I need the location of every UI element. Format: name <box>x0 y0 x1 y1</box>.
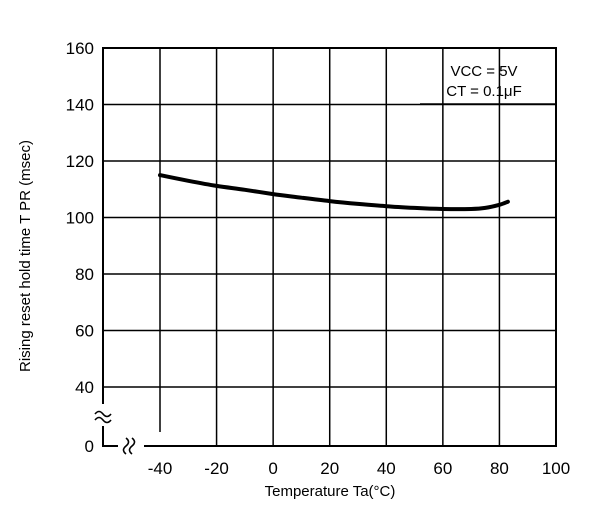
x-tick-label: 0 <box>268 459 277 478</box>
x-axis-break-mark <box>128 437 136 455</box>
series-group <box>158 173 510 212</box>
annotation-box: VCC = 5V CT = 0.1μF <box>420 63 556 105</box>
x-tick-label: 100 <box>542 459 570 478</box>
x-tick-label: 40 <box>377 459 396 478</box>
x-axis-break-mark <box>122 437 130 455</box>
x-tick-label: 60 <box>433 459 452 478</box>
y-axis-label: Rising reset hold time T PR (msec) <box>17 140 34 372</box>
x-tick-label: -20 <box>204 459 229 478</box>
y-tick-label: 60 <box>75 322 94 341</box>
y-tick-label: 80 <box>75 265 94 284</box>
y-axis-break-mark <box>94 416 112 424</box>
series-line <box>158 173 510 212</box>
annotation-line-2: CT = 0.1μF <box>446 83 521 100</box>
y-tick-label: 120 <box>66 152 94 171</box>
grid <box>103 48 556 446</box>
x-tick-label: 20 <box>320 459 339 478</box>
y-axis-break-mark <box>94 410 112 418</box>
x-tick-label: 80 <box>490 459 509 478</box>
y-tick-label: 0 <box>85 437 94 456</box>
y-tick-labels: 0 40 60 80 100 120 140 160 <box>66 39 94 456</box>
y-tick-label: 40 <box>75 378 94 397</box>
plot-border <box>102 47 557 447</box>
x-tick-label: -40 <box>148 459 173 478</box>
x-tick-labels: -40 -20 0 20 40 60 80 100 <box>148 459 570 478</box>
axis-breaks <box>90 404 144 456</box>
y-tick-label: 140 <box>66 96 94 115</box>
y-tick-label: 160 <box>66 39 94 58</box>
y-tick-label: 100 <box>66 209 94 228</box>
x-axis-label: Temperature Ta(°C) <box>265 483 396 500</box>
annotation-line-1: VCC = 5V <box>450 63 517 80</box>
plot-frame <box>102 47 557 447</box>
